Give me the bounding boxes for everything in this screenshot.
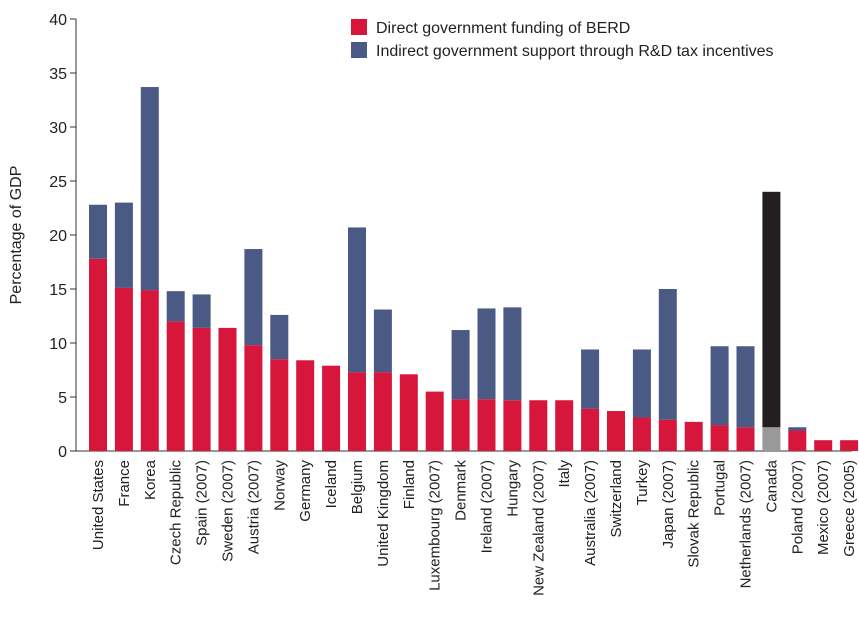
x-tick-label-czech-republic: Czech Republic	[168, 460, 185, 566]
x-tick-label-spain-2007: Spain (2007)	[194, 460, 211, 546]
bar-direct-iceland	[322, 365, 341, 451]
x-tick-label-australia-2007: Australia (2007)	[582, 460, 599, 566]
x-tick-label-greece-2005: Greece (2005)	[841, 460, 858, 557]
x-tick-label-korea: Korea	[142, 459, 159, 500]
bar-direct-norway	[270, 359, 289, 451]
bar-indirect-netherlands-2007	[736, 346, 755, 428]
bar-indirect-korea	[140, 87, 159, 291]
x-tick-label-netherlands-2007: Netherlands (2007)	[738, 460, 755, 588]
y-tick-label: 20	[49, 228, 67, 245]
x-tick-label-new-zealand-2007: New Zealand (2007)	[530, 460, 547, 596]
x-tick-label-denmark: Denmark	[453, 460, 470, 521]
bar-direct-australia-2007	[581, 408, 600, 451]
x-tick-label-japan-2007: Japan (2007)	[660, 460, 677, 548]
bar-direct-denmark	[451, 399, 470, 451]
bar-direct-canada	[762, 427, 781, 451]
bar-direct-mexico-2007	[814, 440, 833, 451]
bar-direct-austria-2007	[244, 345, 263, 451]
x-tick-label-turkey: Turkey	[634, 460, 651, 506]
y-tick-label: 0	[58, 444, 67, 461]
bar-indirect-denmark	[451, 330, 470, 400]
bar-direct-czech-republic	[166, 321, 185, 451]
bar-indirect-france	[114, 202, 133, 288]
y-tick-label: 10	[49, 336, 67, 353]
bar-direct-korea	[140, 290, 159, 451]
bar-direct-france	[114, 287, 133, 451]
x-tick-label-switzerland: Switzerland	[608, 460, 625, 538]
bar-indirect-hungary	[503, 307, 522, 401]
y-tick-label: 40	[49, 12, 67, 29]
x-tick-label-iceland: Iceland	[323, 460, 340, 508]
x-tick-label-france: France	[116, 460, 133, 507]
bar-direct-united-states	[89, 258, 107, 451]
bar-direct-luxembourg-2007	[425, 391, 444, 451]
x-tick-label-luxembourg-2007: Luxembourg (2007)	[427, 460, 444, 591]
x-tick-label-sweden-2007: Sweden (2007)	[220, 460, 237, 562]
bar-indirect-australia-2007	[581, 349, 600, 409]
bar-direct-switzerland	[607, 411, 625, 451]
bar-direct-germany	[296, 360, 315, 451]
bar-direct-united-kingdom	[373, 372, 392, 451]
bar-indirect-norway	[270, 314, 289, 360]
bar-indirect-czech-republic	[166, 291, 185, 322]
bar-indirect-belgium	[348, 227, 366, 373]
y-tick-label: 25	[49, 174, 67, 191]
legend: Direct government funding of BERD Indire…	[351, 19, 774, 60]
y-tick-label: 15	[49, 282, 67, 299]
y-axis-label: Percentage of GDP	[8, 166, 25, 305]
x-tick-label-finland: Finland	[401, 460, 418, 509]
legend-swatch-indirect	[351, 42, 367, 58]
bar-indirect-united-states	[89, 204, 107, 259]
bar-direct-italy	[555, 400, 574, 451]
x-tick-label-belgium: Belgium	[349, 460, 366, 514]
bar-direct-japan-2007	[658, 419, 677, 451]
x-tick-label-italy: Italy	[556, 460, 573, 488]
bar-direct-turkey	[632, 417, 651, 451]
bar-direct-hungary	[503, 400, 522, 451]
bar-indirect-turkey	[632, 349, 651, 418]
bar-direct-spain-2007	[192, 327, 211, 451]
x-tick-label-poland-2007: Poland (2007)	[789, 460, 806, 554]
y-tick-label: 5	[58, 390, 67, 407]
bar-indirect-canada	[762, 191, 781, 428]
bar-indirect-spain-2007	[192, 294, 211, 328]
y-tick-label: 35	[49, 66, 67, 83]
x-tick-labels: United States France Korea Czech Republic Sp…	[90, 459, 858, 596]
bar-indirect-portugal	[710, 346, 729, 426]
y-tick-label: 30	[49, 120, 67, 137]
bar-direct-poland-2007	[788, 430, 807, 451]
bar-direct-greece-2005	[840, 440, 859, 451]
bar-direct-netherlands-2007	[736, 427, 755, 451]
legend-swatch-direct	[351, 19, 367, 35]
bar-direct-finland	[399, 374, 418, 451]
bar-indirect-japan-2007	[658, 289, 677, 420]
bar-direct-sweden-2007	[218, 327, 237, 451]
x-tick-label-united-states: United States	[90, 460, 107, 550]
x-tick-label-mexico-2007: Mexico (2007)	[815, 460, 832, 555]
bar-indirect-ireland-2007	[477, 308, 496, 400]
x-tick-label-norway: Norway	[271, 460, 288, 511]
legend-label-indirect: Indirect government support through R&D …	[376, 43, 774, 60]
x-tick-label-slovak-republic: Slovak Republic	[686, 460, 703, 568]
x-tick-label-hungary: Hungary	[504, 460, 521, 517]
bar-indirect-united-kingdom	[373, 309, 392, 373]
legend-label-direct: Direct government funding of BERD	[376, 20, 630, 37]
bars	[89, 87, 859, 451]
x-tick-label-portugal: Portugal	[712, 460, 729, 516]
x-tick-label-united-kingdom: United Kingdom	[375, 460, 392, 567]
bar-direct-ireland-2007	[477, 399, 496, 451]
bar-indirect-poland-2007	[788, 427, 807, 431]
bar-direct-new-zealand-2007	[529, 400, 548, 451]
bar-indirect-austria-2007	[244, 249, 263, 346]
bar-direct-slovak-republic	[684, 421, 703, 451]
x-tick-label-canada: Canada	[763, 459, 780, 512]
bar-direct-belgium	[348, 372, 366, 451]
x-tick-label-germany: Germany	[297, 460, 314, 522]
bar-direct-portugal	[710, 425, 729, 451]
x-tick-label-ireland-2007: Ireland (2007)	[479, 460, 496, 553]
x-tick-label-austria-2007: Austria (2007)	[245, 460, 262, 554]
